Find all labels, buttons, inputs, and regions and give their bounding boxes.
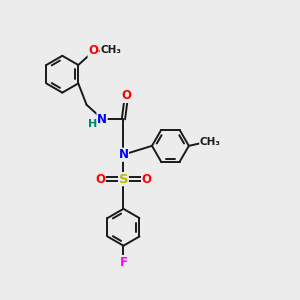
Text: CH₃: CH₃ [100, 45, 121, 55]
Text: N: N [118, 148, 128, 161]
Text: F: F [119, 256, 128, 268]
Text: S: S [118, 172, 128, 186]
Text: H: H [88, 119, 97, 129]
Text: CH₃: CH₃ [200, 137, 221, 147]
Text: O: O [121, 89, 131, 102]
Text: O: O [88, 44, 98, 57]
Text: O: O [142, 172, 152, 186]
Text: N: N [97, 112, 107, 126]
Text: O: O [95, 172, 105, 186]
